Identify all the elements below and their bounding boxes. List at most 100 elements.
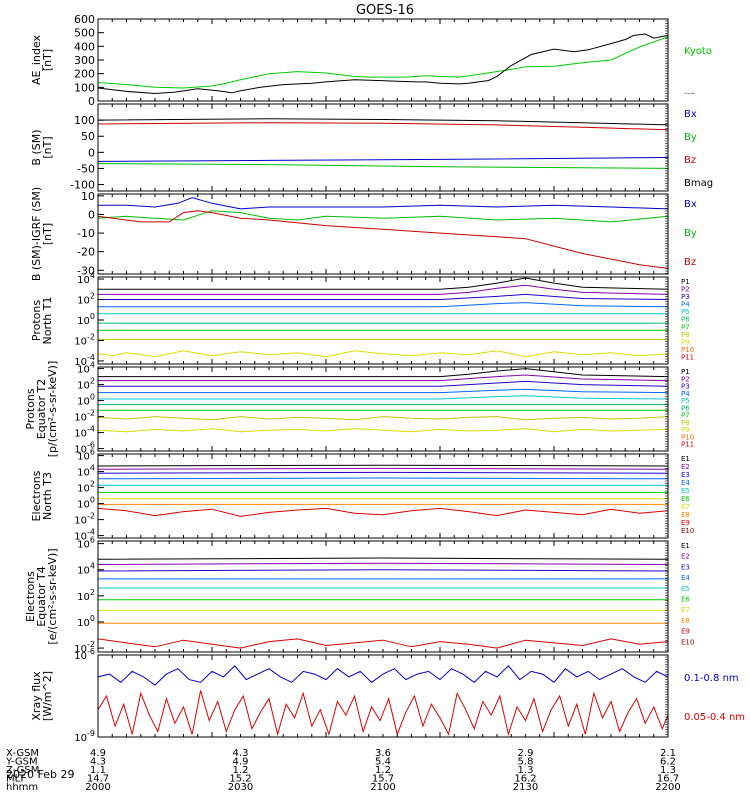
y-tick-label: 10-2 xyxy=(74,332,95,347)
series-b-bz xyxy=(97,122,669,131)
y-tick-label: 200 xyxy=(74,68,95,81)
chart-title: GOES-16 xyxy=(356,3,414,18)
legend-ee-e10: E10 xyxy=(681,638,694,646)
legend-pn-p2: P2 xyxy=(681,286,690,294)
series-pe-p5 xyxy=(98,395,669,400)
series-db-bz xyxy=(97,210,669,269)
series-pn-p9 xyxy=(97,350,669,358)
series-ee-e1 xyxy=(97,557,669,560)
series-b-bmag xyxy=(97,118,669,126)
y-axis-label: North T3 xyxy=(41,472,54,520)
x-row-value: 1.2 xyxy=(375,765,391,776)
legend-ee-e3: E3 xyxy=(681,563,690,571)
legend-pe-p1: P1 xyxy=(681,368,690,376)
panel-frame xyxy=(97,103,669,192)
series-ee-e2 xyxy=(97,562,669,565)
legend-pn-p6: P6 xyxy=(681,316,690,324)
legend-en-e3: E3 xyxy=(681,471,690,479)
legend-kyoto-proxy-ae: Kyoto xyxy=(684,46,712,57)
series-pe-p3 xyxy=(98,380,669,387)
legend-themis-ae: Themis AE xyxy=(684,92,695,95)
y-tick-label: 0 xyxy=(88,95,95,108)
y-axis-label: [p/(cm²-s-sr-keV)] xyxy=(46,361,59,458)
x-row-label: MLT xyxy=(6,774,26,785)
legend-pe-p4: P4 xyxy=(681,390,690,398)
panel-frame xyxy=(97,366,669,452)
x-row-value: 4.9 xyxy=(233,757,249,768)
legend-en-e9: E9 xyxy=(681,519,690,527)
y-tick-label: 100 xyxy=(77,496,95,511)
y-axis-label: [nT] xyxy=(41,223,54,245)
y-axis-label: Equator T4 xyxy=(35,566,48,626)
y-axis-label: AE_index xyxy=(30,34,43,85)
legend-pe-p11: P11 xyxy=(681,441,694,449)
series-ee-e9 xyxy=(97,638,669,649)
panel-b: -100 -50 0 50 100 B (SM)[nT] Bx By Bz Bmag xyxy=(30,103,713,192)
series-pn-p1 xyxy=(98,277,669,290)
legend-xray-1: 0.05-0.4 nm xyxy=(684,712,745,723)
x-row-value: 5.4 xyxy=(375,757,391,768)
y-tick-label: 10-2 xyxy=(74,640,95,655)
x-row-value: 2030 xyxy=(228,782,253,793)
series-pe-p8 xyxy=(97,416,669,421)
legend-pe-p7: P7 xyxy=(681,412,690,420)
series-db-bx xyxy=(98,197,669,210)
series-b-bx xyxy=(97,157,669,162)
x-row-value: 2100 xyxy=(370,782,395,793)
legend-pn-p7: P7 xyxy=(681,323,690,331)
legend-pn-p11: P11 xyxy=(681,353,694,361)
y-tick-label: -50 xyxy=(77,162,95,175)
legend-ee-e2: E2 xyxy=(681,553,690,561)
legend-pn-p5: P5 xyxy=(681,308,690,316)
series-en-e3 xyxy=(97,471,669,474)
legend-en-e7: E7 xyxy=(681,503,690,511)
legend-xray-0: 0.1-0.8 nm xyxy=(684,673,739,684)
x-row-value: 4.9 xyxy=(90,748,106,759)
y-tick-label: 10-6 xyxy=(74,441,95,456)
x-row-value: 16.2 xyxy=(514,774,536,785)
y-tick-label: 10-4 xyxy=(74,528,95,543)
y-tick-label: 50 xyxy=(81,130,95,143)
panel-frame xyxy=(97,453,669,539)
y-tick-label: 102 xyxy=(77,588,95,603)
series-en-e4 xyxy=(97,477,669,480)
x-row-label: Z-GSM xyxy=(6,765,39,776)
series-pn-p2 xyxy=(98,284,669,295)
series-ae-kyoto-proxy-ae xyxy=(97,36,669,89)
y-tick-label: 100 xyxy=(74,81,95,94)
legend-ee-e8: E8 xyxy=(681,617,690,625)
legend-en-e10: E10 xyxy=(681,527,694,535)
x-row-value: 16.7 xyxy=(657,774,679,785)
x-row-value: 4.3 xyxy=(233,748,249,759)
x-row-value: 1.2 xyxy=(233,765,249,776)
y-tick-label: 10 xyxy=(81,190,95,203)
legend-bx: Bx xyxy=(684,109,697,120)
y-tick-label: 300 xyxy=(74,54,95,67)
legend-pe-p9: P9 xyxy=(681,426,690,434)
y-tick-label: 104 xyxy=(77,361,95,376)
legend-en-e4: E4 xyxy=(681,479,690,487)
legend-pe-p8: P8 xyxy=(681,419,690,427)
legend-pe-p2: P2 xyxy=(681,375,690,383)
legend-bx: Bx xyxy=(684,199,697,210)
y-tick-label: 10-9 xyxy=(74,729,95,744)
y-tick-label: 102 xyxy=(77,480,95,495)
y-tick-label: 104 xyxy=(77,562,95,577)
legend-ee-e5: E5 xyxy=(681,585,690,593)
series-pn-p3 xyxy=(98,293,669,300)
x-row-value: 1.3 xyxy=(660,765,676,776)
series-pe-p9 xyxy=(97,428,669,433)
x-row-value: 2130 xyxy=(513,782,538,793)
y-tick-label: 10-2 xyxy=(74,512,95,527)
y-axis-label: Electrons xyxy=(30,470,43,521)
legend-ee-e7: E7 xyxy=(681,606,690,614)
legend-pn-p1: P1 xyxy=(681,278,690,286)
x-row-value: 4.3 xyxy=(90,757,106,768)
x-row-label: X-GSM xyxy=(6,748,39,759)
x-row-value: 15.7 xyxy=(372,774,394,785)
series-b-by xyxy=(97,163,669,169)
y-axis-label: [nT] xyxy=(41,49,54,71)
legend-ee-e9: E9 xyxy=(681,628,690,636)
x-row-value: 2200 xyxy=(655,782,680,793)
